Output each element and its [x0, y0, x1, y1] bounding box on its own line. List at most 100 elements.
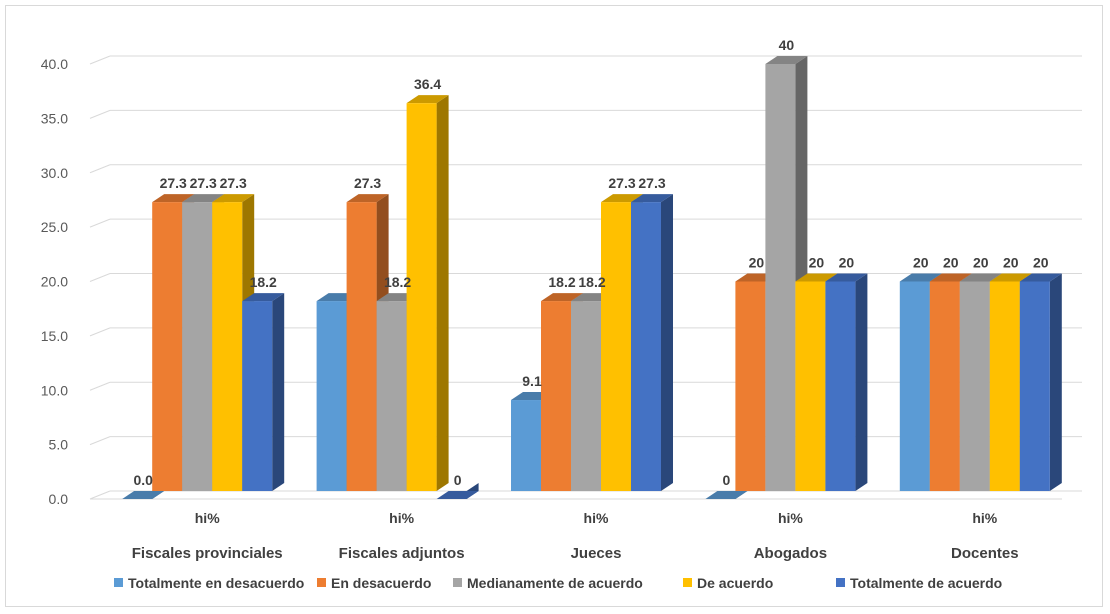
- bar-top: [122, 491, 165, 499]
- category-sub-label: hi%: [778, 510, 803, 526]
- bar-side: [855, 273, 868, 491]
- bar-top: [899, 273, 942, 282]
- data-label: 20: [913, 255, 929, 271]
- bar-top: [182, 194, 225, 203]
- bar-top: [346, 194, 389, 203]
- data-label: 18.2: [578, 274, 605, 290]
- gridline-slant: [89, 381, 111, 391]
- legend: Totalmente en desacuerdo En desacuerdo Med…: [114, 575, 1002, 591]
- data-label: 18.2: [250, 274, 277, 290]
- bar: [152, 202, 183, 492]
- bar-top: [795, 273, 838, 282]
- gridline-slant: [89, 55, 111, 65]
- data-label: 36.4: [414, 76, 441, 92]
- data-label: 9.1: [522, 373, 542, 389]
- bar: [825, 281, 856, 491]
- bar: [631, 202, 661, 492]
- legend-label: En desacuerdo: [331, 575, 431, 591]
- y-tick-label: 40.0: [41, 56, 68, 72]
- data-label: 27.3: [354, 175, 381, 191]
- gridline-slant: [89, 273, 111, 282]
- bar-top: [152, 194, 195, 203]
- bar: [376, 301, 407, 491]
- data-label: 20: [973, 255, 989, 271]
- legend-label: De acuerdo: [697, 575, 773, 591]
- data-label: 20: [943, 255, 959, 271]
- bar-top: [705, 491, 748, 499]
- gridline-slant: [89, 436, 111, 446]
- legend-label: Totalmente en desacuerdo: [128, 575, 304, 591]
- bar: [316, 301, 347, 491]
- bar-side: [661, 194, 673, 492]
- bar: [346, 202, 377, 492]
- bar: [406, 103, 437, 492]
- category-label: Fiscales adjuntos: [339, 545, 465, 562]
- y-tick-label: 30.0: [41, 165, 68, 181]
- bar: [1019, 281, 1050, 491]
- y-tick-label: 5.0: [49, 437, 69, 453]
- category-sub-label: hi%: [389, 510, 414, 526]
- bar-top: [601, 194, 643, 203]
- category-sub-label: hi%: [584, 510, 609, 526]
- bar: [765, 64, 796, 491]
- category-sub-label: hi%: [195, 510, 220, 526]
- data-label: 20: [1033, 255, 1049, 271]
- category-sub-label: hi%: [972, 510, 997, 526]
- bar: [212, 202, 243, 492]
- data-labels: 0.027.3 27.3 27.318.227.318.236.409.118.2 1…: [133, 37, 1048, 488]
- bar-top: [212, 194, 255, 203]
- y-tick-label: 25.0: [41, 219, 68, 235]
- category-label: Abogados: [754, 545, 827, 562]
- bar-top: [959, 273, 1002, 282]
- data-label: 27.3: [190, 175, 217, 191]
- data-label: 27.3: [638, 175, 665, 191]
- bar: [601, 202, 631, 492]
- gridline-slant: [89, 490, 111, 500]
- y-axis: 0.0 5.0 10.0 15.0 20.0 25.0 30.0 35.0 40.0: [41, 56, 68, 507]
- bar-top: [1019, 273, 1062, 282]
- y-tick-label: 15.0: [41, 328, 68, 344]
- data-label: 18.2: [384, 274, 411, 290]
- legend-swatch: [683, 578, 692, 587]
- bar-top: [406, 95, 449, 104]
- data-label: 27.3: [220, 175, 247, 191]
- bar-side: [436, 95, 449, 492]
- category-label: Fiscales provinciales: [132, 545, 283, 562]
- category-label: Docentes: [951, 545, 1019, 562]
- y-tick-label: 35.0: [41, 110, 68, 126]
- data-label: 20: [809, 255, 825, 271]
- legend-swatch: [453, 578, 462, 587]
- gridline-slant: [89, 109, 111, 119]
- legend-swatch: [317, 578, 326, 587]
- bar: [511, 400, 541, 491]
- data-label: 0: [723, 472, 731, 488]
- bar-top: [765, 56, 808, 64]
- bar-top: [825, 273, 868, 282]
- bar-top: [631, 194, 673, 203]
- data-label: 20: [1003, 255, 1019, 271]
- legend-label: Medianamente de acuerdo: [467, 575, 643, 591]
- legend-swatch: [836, 578, 845, 587]
- bars: [122, 56, 1062, 499]
- data-label: 20: [839, 255, 855, 271]
- gridline-slant: [89, 327, 111, 337]
- bar-top: [242, 293, 285, 302]
- y-tick-label: 0.0: [49, 491, 69, 507]
- data-label: 27.3: [160, 175, 187, 191]
- bar: [989, 281, 1020, 491]
- data-label: 0.0: [133, 472, 153, 488]
- bar: [242, 301, 273, 491]
- data-label: 40: [779, 37, 795, 53]
- bar-top: [541, 293, 583, 302]
- legend-label: Totalmente de acuerdo: [850, 575, 1002, 591]
- y-tick-label: 10.0: [41, 382, 68, 398]
- bar-side: [272, 293, 285, 491]
- legend-swatch: [114, 578, 123, 587]
- data-label: 0: [454, 472, 462, 488]
- data-label: 27.3: [608, 175, 635, 191]
- category-label: Jueces: [571, 545, 622, 562]
- bar-top: [436, 491, 479, 499]
- bar: [929, 281, 960, 491]
- bar: [795, 281, 826, 491]
